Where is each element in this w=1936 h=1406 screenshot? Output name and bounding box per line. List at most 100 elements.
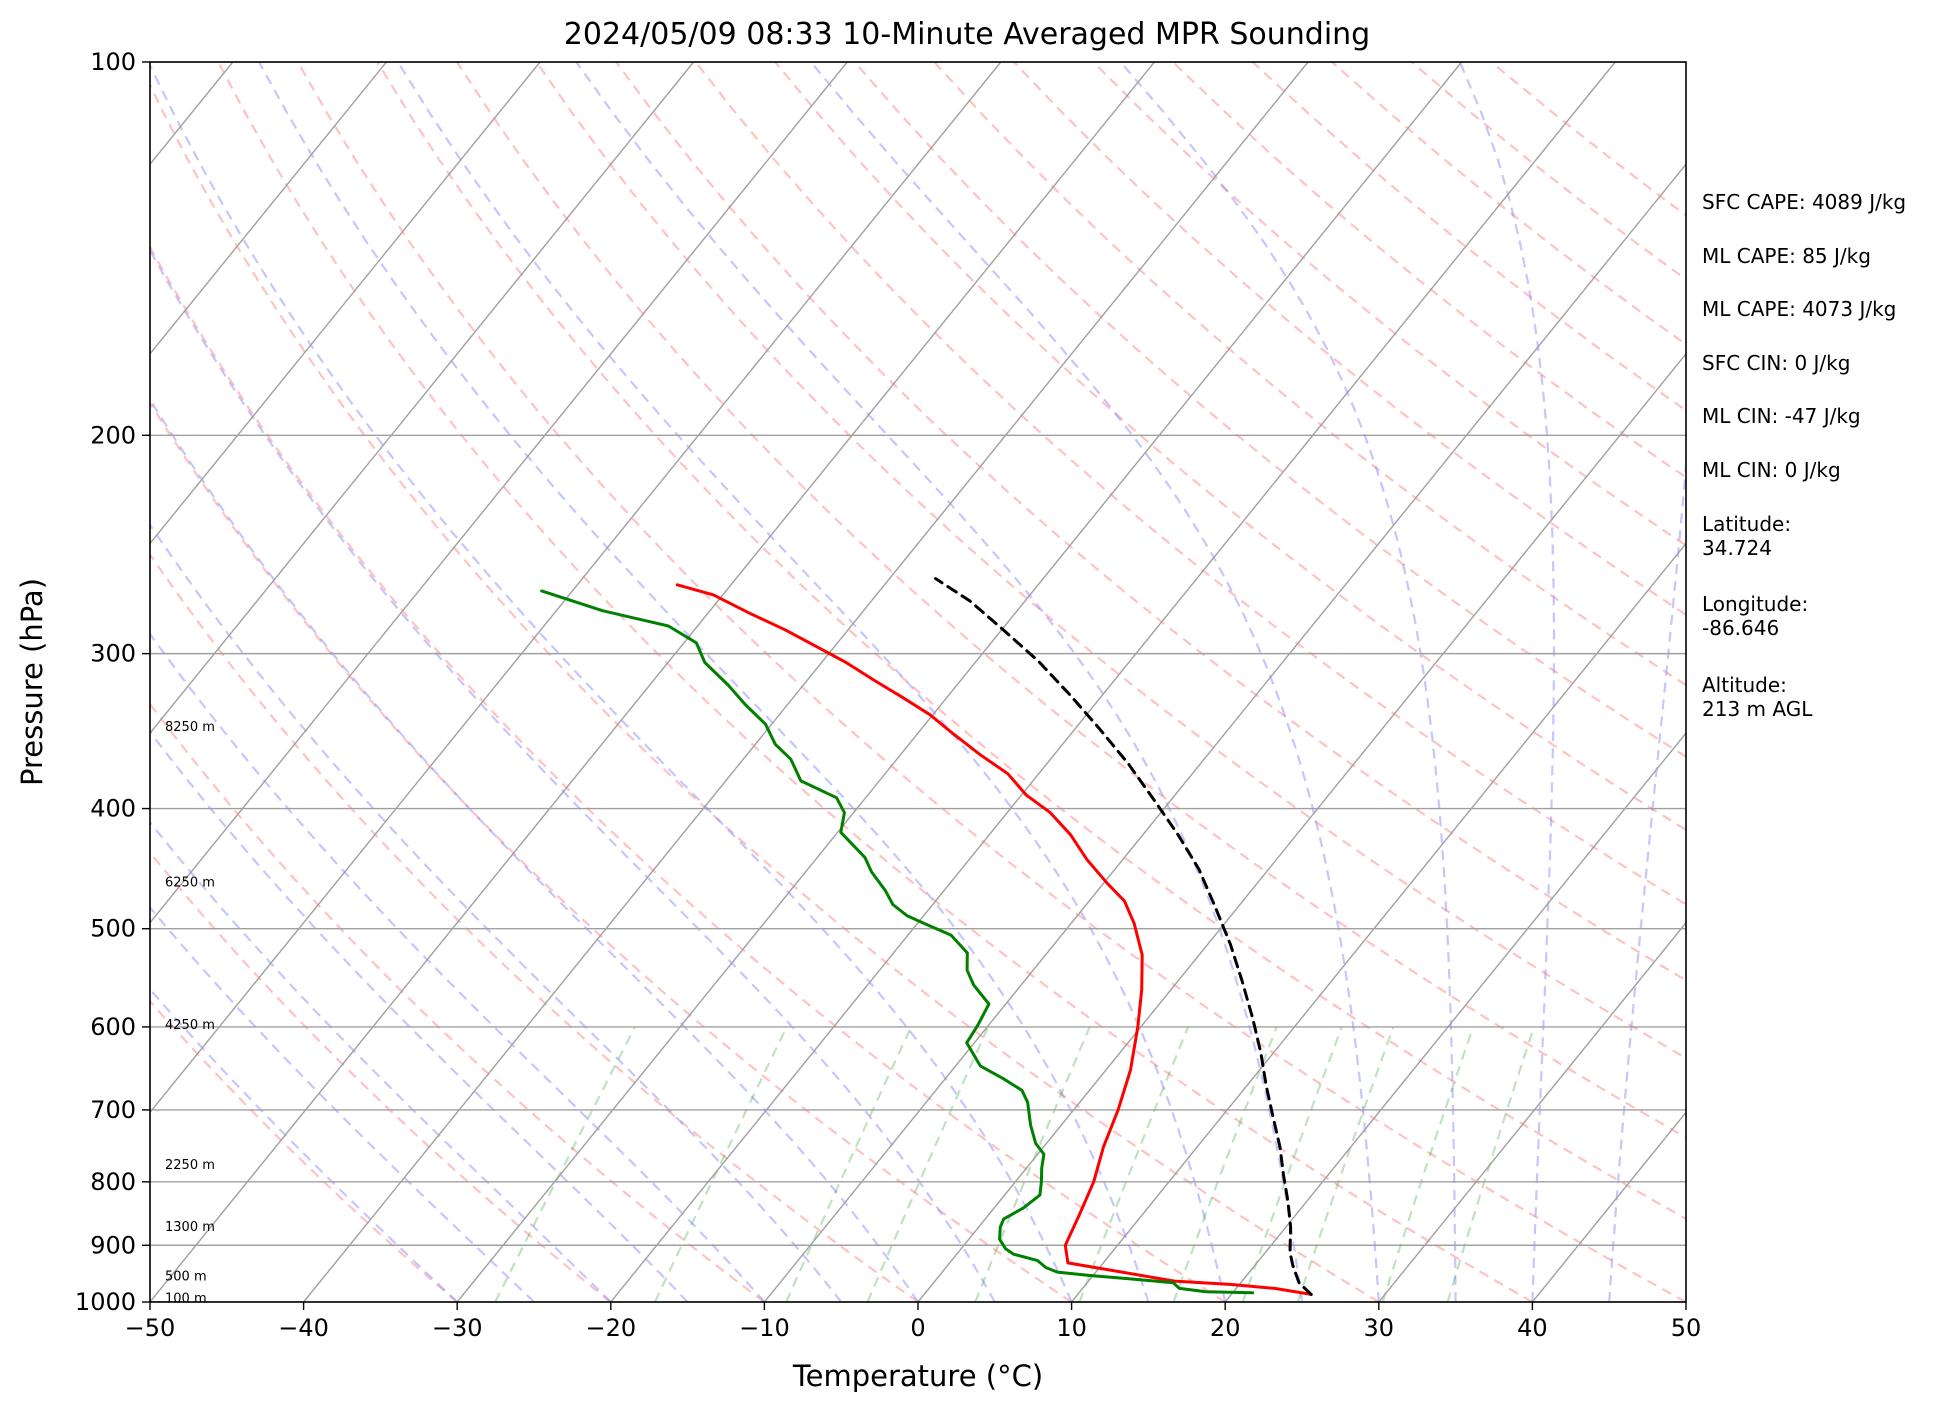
axis-ticks: −50 −40 −30 −20 −10 0 10 20 30 40 50 1000 900 800 700 6… — [75, 48, 1701, 1342]
y-tick-label: 500 — [90, 915, 136, 943]
moist-adiabat-line — [150, 632, 766, 1302]
mixing-ratio-line — [1296, 1026, 1395, 1302]
y-tick-label: 1000 — [75, 1288, 136, 1316]
moist-adiabat-line — [150, 522, 843, 1302]
info-latitude-value: 34.724 — [1702, 536, 1772, 560]
isotherm-line — [456, 62, 1463, 1302]
isotherm-line — [150, 62, 695, 735]
info-ml-cin-2: ML CIN: 0 J/kg — [1702, 458, 1841, 482]
series-line-0 — [675, 583, 1313, 1296]
isotherm-line — [150, 62, 1002, 1114]
info-altitude-value: 213 m AGL — [1702, 697, 1813, 721]
dry-adiabat-line — [217, 62, 1533, 1302]
y-tick-label: 600 — [90, 1013, 136, 1041]
moist-adiabat-line — [150, 987, 458, 1302]
isotherm-line — [150, 62, 387, 355]
moist-adiabat-line — [150, 820, 612, 1302]
y-tick-label: 900 — [90, 1231, 136, 1259]
series-line-1 — [540, 589, 1255, 1295]
moist-adiabat-line — [396, 62, 1227, 1302]
isotherms — [150, 62, 1686, 1302]
info-ml-cape-2: ML CAPE: 4073 J/kg — [1702, 297, 1897, 321]
x-tick-label: −30 — [432, 1314, 483, 1342]
mixing-ratio-line — [653, 1026, 788, 1302]
isotherm-line — [1224, 731, 1686, 1302]
moist-adiabat-line — [150, 730, 689, 1302]
isotherm-line — [150, 62, 848, 924]
height-label: 100 m — [165, 1292, 207, 1307]
x-tick-label: −20 — [585, 1314, 636, 1342]
x-tick-label: 0 — [910, 1314, 925, 1342]
dry-adiabat-line — [615, 62, 1686, 982]
moist-adiabat-line — [810, 62, 1380, 1302]
dry-adiabat-line — [1013, 62, 1686, 616]
x-tick-label: 40 — [1517, 1314, 1548, 1342]
plot-frame — [149, 61, 1687, 1303]
dry-adiabat-line — [150, 245, 1226, 1302]
y-tick-label: 300 — [90, 640, 136, 668]
x-tick-label: 50 — [1671, 1314, 1702, 1342]
info-ml-cape-1: ML CAPE: 85 J/kg — [1702, 244, 1871, 268]
moist-adiabat-line — [150, 905, 535, 1302]
moist-adiabat-line — [150, 62, 1073, 1302]
dry-adiabat-line — [150, 82, 1380, 1302]
height-label: 6250 m — [165, 875, 215, 890]
x-tick-label: 30 — [1364, 1314, 1395, 1342]
isotherm-line — [1378, 921, 1686, 1302]
x-tick-label: 20 — [1210, 1314, 1241, 1342]
height-label: 500 m — [165, 1270, 207, 1285]
dry-adiabat-line — [150, 400, 1073, 1302]
background-lines — [150, 62, 1686, 1302]
x-tick-label: −10 — [739, 1314, 790, 1342]
series-line-2 — [934, 577, 1313, 1296]
height-label: 8250 m — [165, 720, 215, 735]
info-sfc-cin: SFC CIN: 0 J/kg — [1702, 351, 1851, 375]
moist-adiabat-line — [1458, 62, 1556, 1302]
y-tick-label: 700 — [90, 1096, 136, 1124]
moist-adiabat-line — [1608, 453, 1686, 1302]
dry-adiabat-line — [853, 62, 1686, 759]
y-tick-label: 200 — [90, 421, 136, 449]
isotherm-line — [763, 163, 1686, 1302]
x-tick-label: −50 — [125, 1314, 176, 1342]
y-tick-label: 400 — [90, 795, 136, 823]
isotherm-line — [917, 352, 1686, 1302]
dry-adiabat-line — [150, 702, 766, 1302]
chart-title: 2024/05/09 08:33 10-Minute Averaged MPR … — [564, 17, 1370, 52]
x-tick-label: −40 — [278, 1314, 329, 1342]
x-axis-label: Temperature (°C) — [792, 1359, 1043, 1393]
info-sfc-cape: SFC CAPE: 4089 J/kg — [1702, 190, 1907, 214]
height-label: 4250 m — [165, 1018, 215, 1033]
mixing-ratio-line — [494, 1026, 636, 1302]
moist-adiabat-line — [575, 62, 1304, 1302]
moist-adiabat-line — [258, 62, 1150, 1302]
isotherm-line — [303, 62, 1309, 1302]
dry-adiabat-line — [150, 552, 919, 1302]
dry-adiabat-line — [774, 62, 1686, 832]
dry-adiabat-line — [455, 62, 1686, 1139]
height-label: 2250 m — [165, 1158, 215, 1173]
moist-adiabat-line — [1119, 62, 1457, 1302]
series-layer — [540, 577, 1313, 1296]
isotherm-line — [1071, 542, 1686, 1302]
y-tick-label: 800 — [90, 1168, 136, 1196]
isotherm-line — [150, 62, 1155, 1302]
mixing-ratio-line — [974, 1026, 1091, 1302]
info-ml-cin-1: ML CIN: -47 J/kg — [1702, 404, 1861, 428]
y-tick-label: 100 — [90, 48, 136, 76]
moist-adiabat-line — [150, 248, 996, 1302]
x-tick-label: 10 — [1056, 1314, 1087, 1342]
info-longitude-label: Longitude: — [1702, 592, 1809, 616]
y-axis-label: Pressure (hPa) — [15, 578, 49, 786]
dry-adiabat-line — [376, 62, 1686, 1221]
dry-adiabat-line — [296, 62, 1686, 1302]
moist-adiabat-line — [150, 397, 919, 1302]
info-longitude-value: -86.646 — [1702, 616, 1780, 640]
mixing-ratio-line — [785, 1026, 913, 1302]
height-label: 1300 m — [165, 1220, 215, 1235]
isotherm-line — [610, 62, 1616, 1302]
dry-adiabat-line — [150, 850, 612, 1302]
height-labels: 100 m 500 m 1300 m 2250 m 4250 m 6250 m 8250 m — [165, 720, 215, 1307]
info-altitude-label: Altitude: — [1702, 673, 1787, 697]
